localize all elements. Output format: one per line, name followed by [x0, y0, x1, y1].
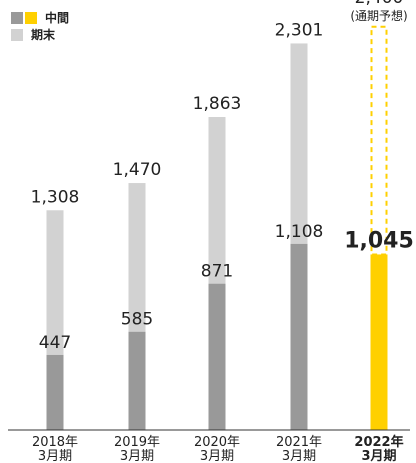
annual-forecast-outline-4	[370, 25, 388, 256]
x-tick-year-3: 2021年	[276, 435, 322, 450]
interim-bar-4	[370, 254, 388, 430]
x-tick-year-2: 2020年	[194, 435, 240, 450]
annual-bar-0	[46, 210, 64, 355]
legend-label-interim: 中間	[45, 11, 70, 25]
x-tick-period-1: 3月期	[120, 449, 154, 463]
interim-label-0: 447	[39, 333, 71, 353]
interim-bar-0	[46, 354, 64, 430]
annual-label-3: 2,301	[275, 20, 324, 40]
interim-label-2: 871	[201, 262, 233, 282]
x-tick-period-4: 3月期	[361, 449, 396, 463]
x-tick-year-0: 2018年	[32, 435, 78, 450]
interim-bar-2	[208, 283, 226, 430]
legend-swatch-annual	[11, 28, 23, 41]
interim-bar-3	[290, 243, 308, 430]
x-tick-period-0: 3月期	[38, 449, 72, 463]
x-tick-year-1: 2019年	[114, 435, 160, 450]
legend-item-interim: 中間	[11, 11, 70, 25]
annual-bar-2	[208, 117, 226, 284]
x-tick-year-4: 2022年	[354, 434, 403, 450]
x-tick-period-2: 3月期	[200, 449, 234, 463]
forecast-note: (通期予想)	[350, 8, 407, 23]
annual-label-1: 1,470	[113, 160, 162, 180]
legend-item-annual: 期末	[11, 28, 56, 42]
interim-label-3: 1,108	[275, 222, 324, 242]
annual-label-4: 2,400	[355, 0, 404, 8]
interim-label-4: 1,045	[344, 228, 414, 253]
x-tick-period-3: 3月期	[282, 449, 316, 463]
legend-swatch-interim-yellow	[25, 11, 37, 24]
legend-swatch-interim-gray	[11, 11, 23, 24]
interim-bar-1	[128, 331, 146, 430]
annual-bar-3	[290, 43, 308, 244]
interim-label-1: 585	[121, 310, 153, 330]
legend-label-annual: 期末	[31, 28, 56, 42]
annual-bar-1	[128, 183, 146, 332]
annual-label-2: 1,863	[193, 94, 242, 114]
annual-label-0: 1,308	[31, 187, 80, 207]
